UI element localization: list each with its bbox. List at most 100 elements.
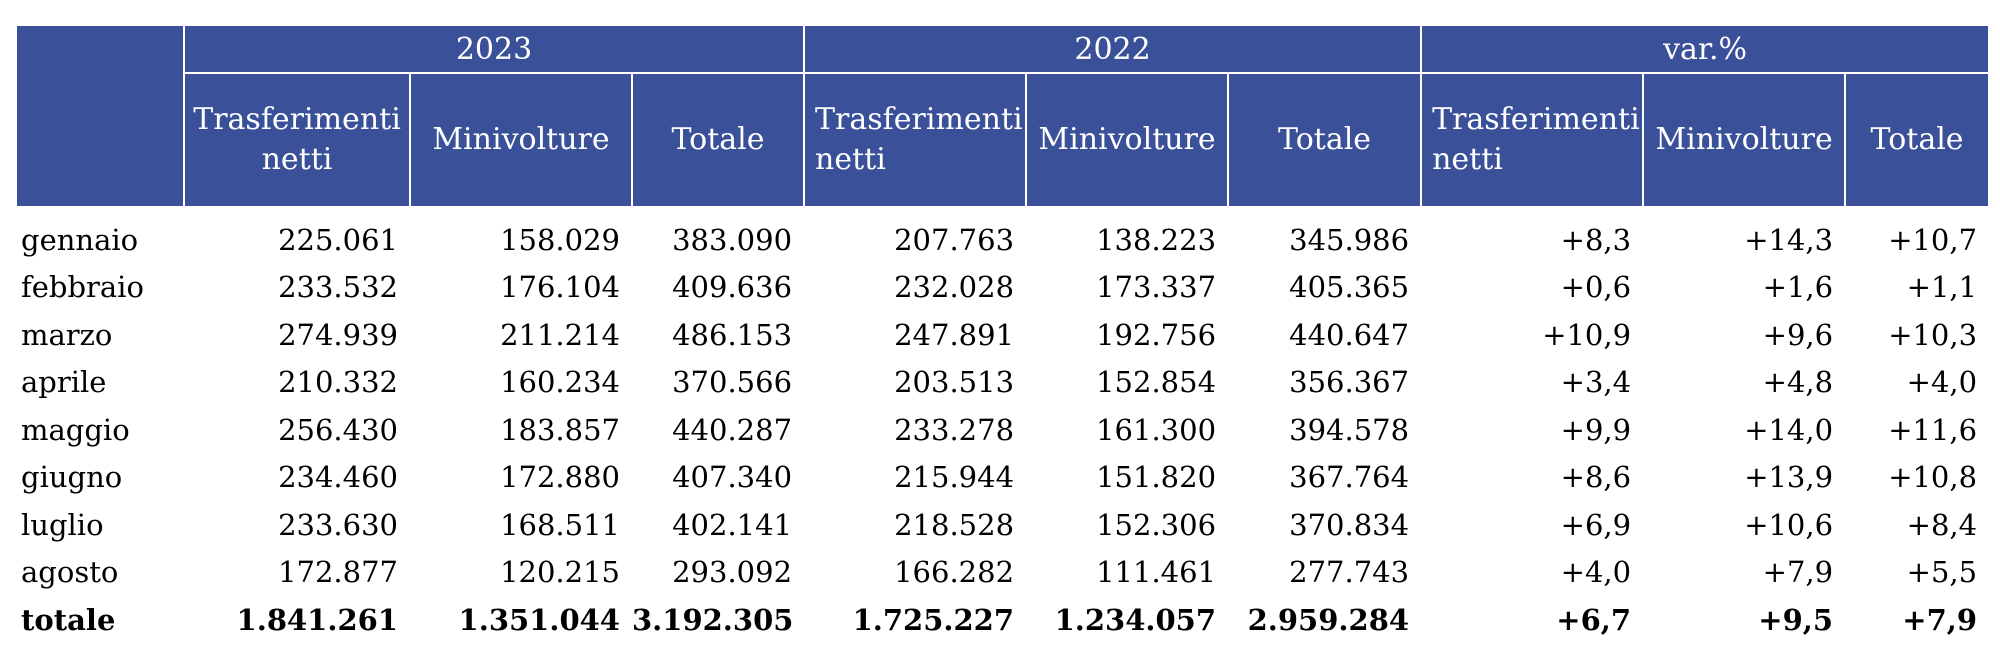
value-cell: 370.834 (1289, 507, 1410, 542)
value-cell: +4,0 (1906, 365, 1978, 400)
value-cell: 210.332 (278, 365, 398, 400)
header-line: Trasferimenti (815, 102, 1023, 137)
value-cell: 247.891 (894, 317, 1015, 352)
header-line: netti (1432, 142, 1503, 177)
column-header-row: Trasferimenti netti Minivolture Totale Tr… (17, 72, 1991, 208)
month-label: maggio (21, 412, 130, 447)
value-cell: 405.365 (1289, 270, 1410, 305)
year-header-2022: 2022 (803, 24, 1423, 74)
month-label: giugno (21, 460, 123, 495)
value-cell: +8,4 (1906, 507, 1978, 542)
value-cell: 168.511 (500, 507, 620, 542)
value-cell: 233.278 (894, 412, 1015, 447)
value-cell: +9,9 (1560, 412, 1632, 447)
value-cell: 172.877 (278, 555, 398, 590)
value-cell: +8,6 (1560, 460, 1632, 495)
value-cell: 183.857 (500, 412, 620, 447)
value-cell: 356.367 (1289, 365, 1410, 400)
monthly-transfers-table: 2023 2022 var.% Trasferimenti netti Miniv… (17, 24, 1991, 644)
value-cell: 407.340 (672, 460, 793, 495)
value-cell: 111.461 (1096, 555, 1217, 590)
value-cell: 345.986 (1289, 222, 1410, 257)
year-header-2023: 2023 (182, 24, 806, 74)
table-row: giugno 234.460 172.880 407.340 215.944 151.82… (17, 454, 1989, 502)
value-cell: 394.578 (1289, 412, 1410, 447)
value-cell: 151.820 (1096, 460, 1217, 495)
value-cell: 409.636 (672, 270, 793, 305)
table-row: gennaio 225.061 158.029 383.090 207.763 138.2… (17, 207, 1989, 264)
value-cell: 233.532 (278, 270, 398, 305)
variation-header: var.% (1420, 24, 1991, 74)
month-label: luglio (21, 507, 104, 542)
value-cell: 172.880 (500, 460, 620, 495)
value-cell: 138.223 (1096, 222, 1217, 257)
data-table-container: 2023 2022 var.% Trasferimenti netti Miniv… (17, 24, 1991, 644)
value-cell: +0,6 (1560, 270, 1632, 305)
value-cell: 1.234.057 (1054, 602, 1217, 637)
value-cell: 1.841.261 (236, 602, 398, 637)
month-label: marzo (21, 317, 113, 352)
value-cell: +6,9 (1560, 507, 1632, 542)
value-cell: 152.854 (1096, 365, 1217, 400)
value-cell: 440.647 (1289, 317, 1410, 352)
table-row: maggio 256.430 183.857 440.287 233.278 161.30… (17, 406, 1989, 454)
value-cell: 256.430 (278, 412, 398, 447)
col-header-2022-totale: Totale (1227, 72, 1423, 208)
total-row: totale 1.841.261 1.351.044 3.192.305 1.725.2… (17, 596, 1989, 644)
header-line: netti (261, 142, 333, 177)
table-row: agosto 172.877 120.215 293.092 166.282 111.46… (17, 549, 1989, 597)
value-cell: 440.287 (672, 412, 793, 447)
month-label: aprile (21, 365, 107, 400)
value-cell: +10,9 (1542, 317, 1632, 352)
value-cell: 203.513 (894, 365, 1015, 400)
value-cell: 161.300 (1096, 412, 1217, 447)
value-cell: +1,1 (1906, 270, 1978, 305)
value-cell: 192.756 (1096, 317, 1217, 352)
value-cell: 274.939 (278, 317, 398, 352)
value-cell: 234.460 (278, 460, 398, 495)
value-cell: +14,0 (1744, 412, 1834, 447)
table-body: gennaio 225.061 158.029 383.090 207.763 138.2… (17, 207, 1989, 644)
value-cell: +13,9 (1744, 460, 1834, 495)
table-row: febbraio 233.532 176.104 409.636 232.028 173.… (17, 264, 1989, 312)
value-cell: 225.061 (278, 222, 398, 257)
month-label: totale (21, 602, 116, 637)
table-row: aprile 210.332 160.234 370.566 203.513 152.85… (17, 359, 1989, 407)
value-cell: 232.028 (894, 270, 1015, 305)
value-cell: +8,3 (1560, 222, 1632, 257)
value-cell: +7,9 (1762, 555, 1834, 590)
value-cell: 176.104 (500, 270, 620, 305)
value-cell: +4,0 (1560, 555, 1632, 590)
value-cell: 215.944 (894, 460, 1015, 495)
value-cell: 166.282 (894, 555, 1015, 590)
header-corner-cell (17, 24, 185, 208)
value-cell: 383.090 (672, 222, 793, 257)
table-row: luglio 233.630 168.511 402.141 218.528 152.30… (17, 501, 1989, 549)
value-cell: +11,6 (1888, 412, 1978, 447)
value-cell: 293.092 (672, 555, 793, 590)
value-cell: +10,3 (1888, 317, 1978, 352)
value-cell: 277.743 (1289, 555, 1410, 590)
value-cell: +7,9 (1902, 602, 1978, 637)
col-header-var-totale: Totale (1844, 72, 1991, 208)
header-line: Trasferimenti (193, 102, 401, 137)
value-cell: 120.215 (500, 555, 620, 590)
header-line: Trasferimenti (1432, 102, 1640, 137)
value-cell: 3.192.305 (632, 602, 794, 637)
value-cell: +9,6 (1762, 317, 1834, 352)
col-header-2023-totale: Totale (630, 72, 806, 208)
value-cell: +3,4 (1560, 365, 1632, 400)
year-header-row: 2023 2022 var.% (17, 24, 1991, 208)
col-header-2023-trasferimenti: Trasferimenti netti (183, 72, 411, 208)
value-cell: +4,8 (1762, 365, 1834, 400)
month-label: febbraio (21, 270, 144, 305)
value-cell: 367.764 (1289, 460, 1410, 495)
value-cell: 233.630 (278, 507, 398, 542)
value-cell: +1,6 (1762, 270, 1834, 305)
value-cell: 1.725.227 (852, 602, 1015, 637)
value-cell: +6,7 (1556, 602, 1632, 637)
value-cell: +10,8 (1888, 460, 1978, 495)
value-cell: 2.959.284 (1247, 602, 1410, 637)
value-cell: 207.763 (894, 222, 1015, 257)
value-cell: +10,6 (1744, 507, 1834, 542)
